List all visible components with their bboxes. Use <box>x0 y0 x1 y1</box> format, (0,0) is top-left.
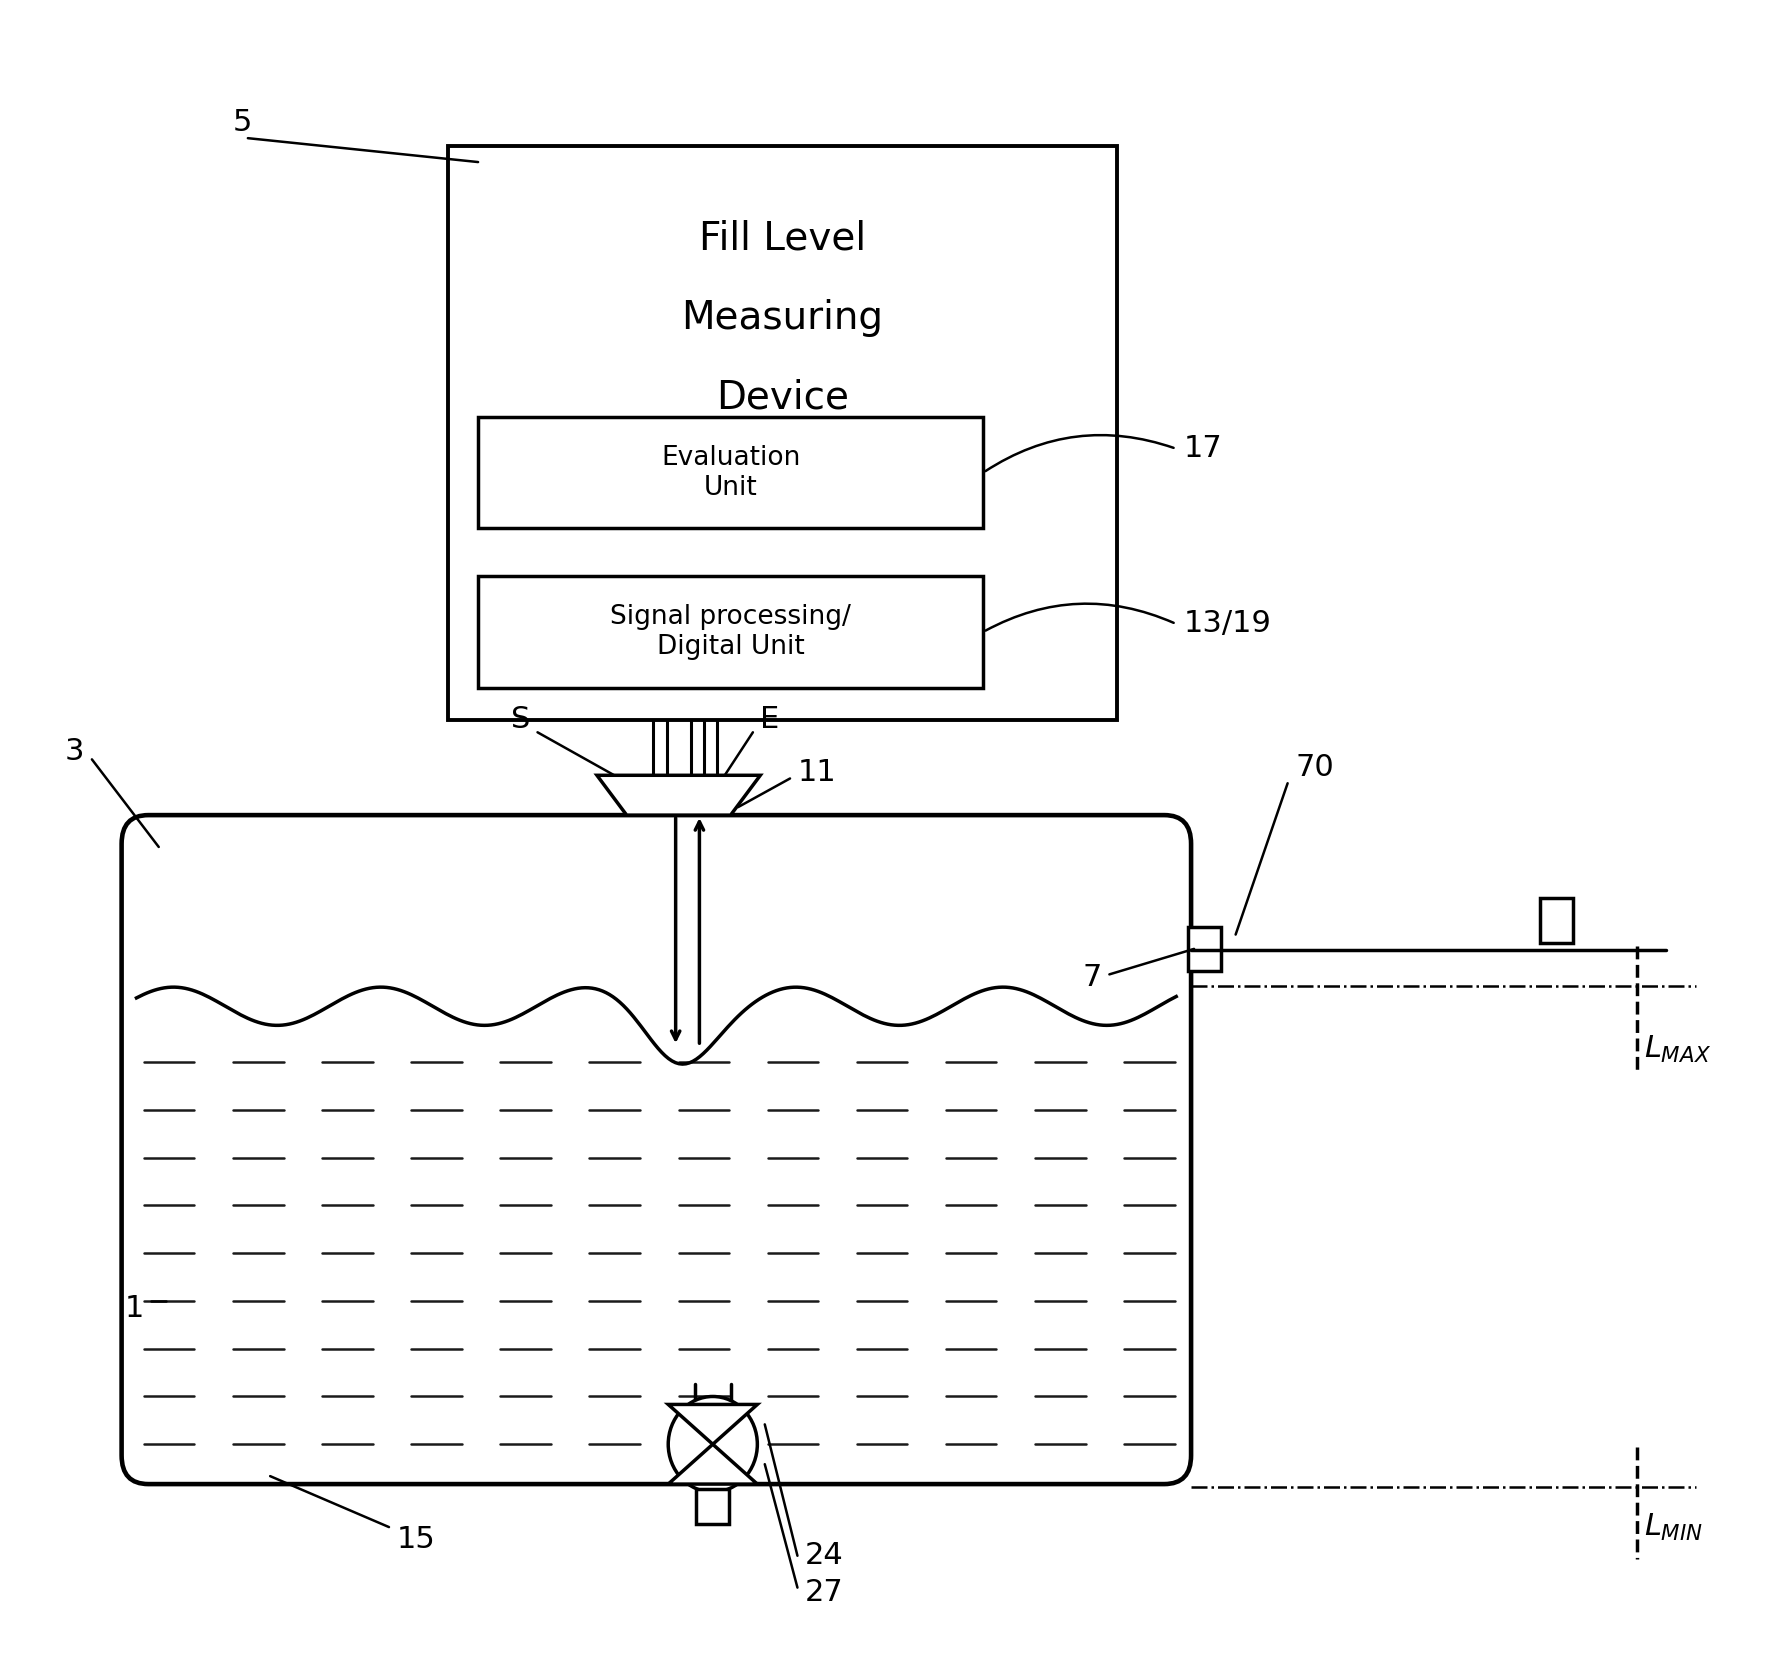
Text: 15: 15 <box>397 1525 434 1554</box>
Text: S: S <box>511 705 529 733</box>
Text: 24: 24 <box>805 1542 844 1571</box>
Text: Device: Device <box>717 379 849 416</box>
Bar <box>697 1488 730 1524</box>
Polygon shape <box>597 775 760 816</box>
Circle shape <box>669 1396 758 1492</box>
Bar <box>477 416 983 529</box>
Text: Fill Level: Fill Level <box>699 220 865 257</box>
Text: $L_{MIN}$: $L_{MIN}$ <box>1645 1512 1704 1542</box>
Text: 5: 5 <box>232 107 252 136</box>
Text: 17: 17 <box>1184 435 1223 463</box>
Text: $L_{MAX}$: $L_{MAX}$ <box>1645 1034 1711 1066</box>
Text: 3: 3 <box>64 737 84 765</box>
FancyBboxPatch shape <box>122 816 1191 1483</box>
Text: Measuring: Measuring <box>681 299 883 337</box>
Text: E: E <box>760 705 780 733</box>
Text: 7: 7 <box>1082 963 1101 992</box>
Text: Signal processing/
Digital Unit: Signal processing/ Digital Unit <box>610 604 851 659</box>
Text: 27: 27 <box>805 1577 844 1608</box>
Text: 13/19: 13/19 <box>1184 609 1271 638</box>
Bar <box>1539 898 1573 943</box>
Text: Evaluation
Unit: Evaluation Unit <box>662 445 801 500</box>
Polygon shape <box>669 1404 758 1445</box>
Polygon shape <box>669 1445 758 1483</box>
Text: 1: 1 <box>125 1294 143 1324</box>
Bar <box>1187 926 1221 972</box>
Text: 11: 11 <box>797 757 837 787</box>
Bar <box>477 576 983 688</box>
Text: 70: 70 <box>1295 753 1334 782</box>
Bar <box>449 146 1118 720</box>
